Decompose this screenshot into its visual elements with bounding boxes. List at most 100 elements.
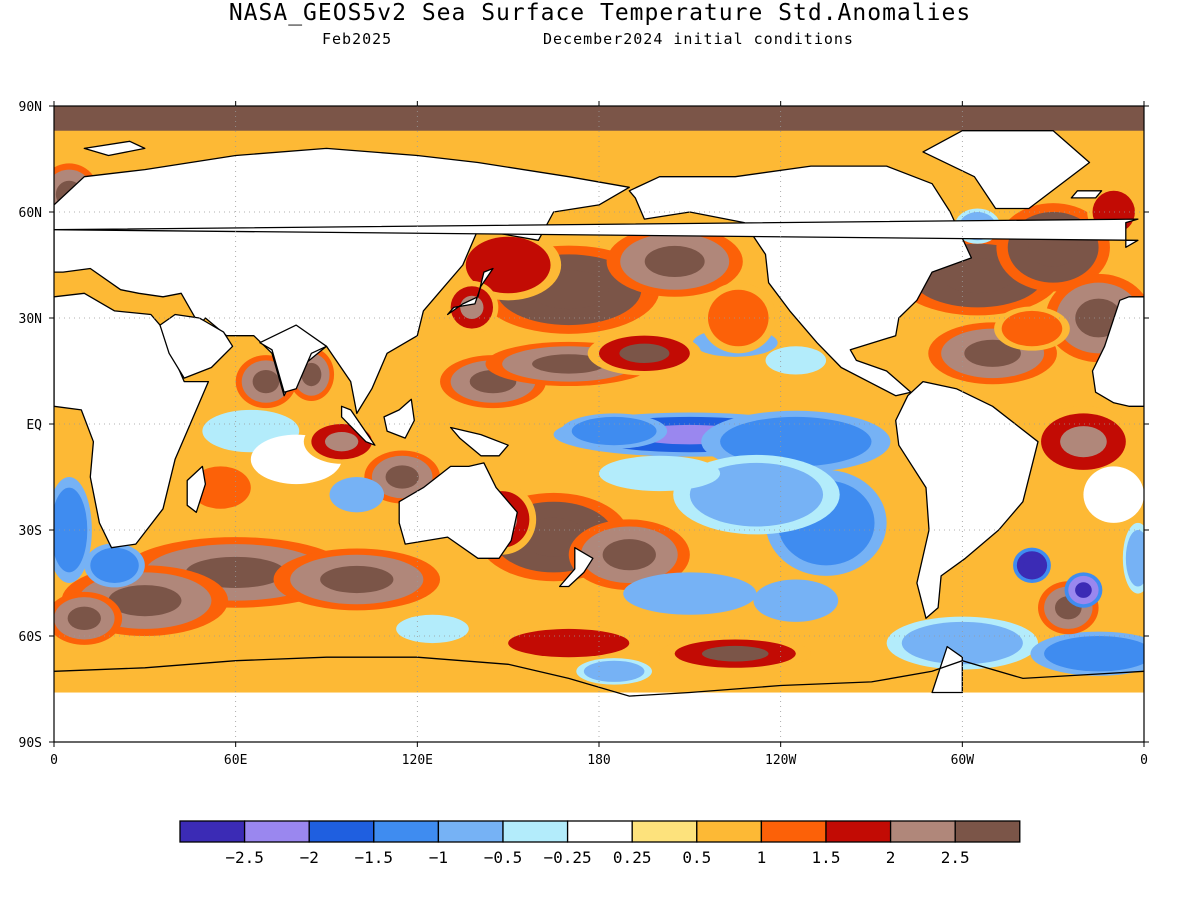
legend-color-box <box>179 820 246 843</box>
landmass-africa-west <box>1091 296 1144 407</box>
anomaly-contour <box>54 487 88 573</box>
landmass-arabia <box>159 313 234 379</box>
legend-label: −0.25 <box>544 848 592 867</box>
anomaly-contour <box>1060 426 1107 458</box>
legend-color-box <box>825 820 892 843</box>
legend-label: −2.5 <box>225 848 264 867</box>
anomaly-contour <box>720 416 872 467</box>
antarctica <box>54 692 1144 742</box>
longitude-label: 120W <box>765 753 796 768</box>
latitude-labels: 90N 60N 30N EQ 30S 60S 90S <box>19 100 43 751</box>
anomaly-contour <box>765 346 827 375</box>
landmass-japan <box>446 267 494 316</box>
anomaly-contour <box>602 539 656 571</box>
legend-label: 0.25 <box>613 848 652 867</box>
landmass-uk <box>54 218 1139 248</box>
anomaly-contour <box>460 295 484 320</box>
legend-labels: −2.5 −2 −1.5 −1 −0.5 −0.25 0.25 0.5 1 1.5 2 2.5 <box>225 848 969 867</box>
map-ticks <box>49 101 1149 747</box>
latitude-label: 30N <box>19 312 42 327</box>
legend-label: −1 <box>429 848 448 867</box>
landmass-svalbard-area <box>83 140 146 157</box>
anomaly-contour <box>1044 636 1144 672</box>
landmass-india <box>259 324 328 393</box>
legend-color-box <box>889 820 956 843</box>
anomaly-contour <box>571 416 657 446</box>
legend-color-box <box>437 820 504 843</box>
legend-label: −0.5 <box>484 848 523 867</box>
legend-color-box <box>566 820 633 843</box>
anomaly-contour <box>108 585 182 617</box>
anomaly-contour <box>940 258 1015 294</box>
legend-color-box <box>954 820 1021 843</box>
longitude-label: 0 <box>50 753 58 768</box>
anomaly-contour <box>1125 530 1144 587</box>
landmass-eurasia <box>54 147 630 415</box>
landmass-madagascar <box>186 465 207 513</box>
anomaly-contour <box>324 431 359 452</box>
latitude-label: 30S <box>19 524 42 539</box>
anomaly-contour <box>689 462 824 527</box>
anomaly-contour <box>708 289 769 347</box>
anomaly-contour <box>619 343 670 364</box>
anomaly-contour <box>329 477 385 513</box>
legend-color-box <box>502 820 569 843</box>
longitude-label: 120E <box>402 753 433 768</box>
anomaly-contour <box>701 645 769 662</box>
anomaly-contour <box>520 517 587 557</box>
legend-color-box <box>308 820 375 843</box>
legend-label: 1.5 <box>812 848 841 867</box>
legend-label: −2 <box>300 848 319 867</box>
latitude-label: 90S <box>19 736 42 751</box>
legend-color-box <box>696 820 763 843</box>
init-conditions-label: December2024 initial conditions <box>543 30 854 48</box>
antarctic-coastline <box>54 656 1144 697</box>
landmass-indonesia-borneo <box>383 398 415 439</box>
longitude-label: 180 <box>587 753 610 768</box>
anomaly-contour <box>964 339 1021 367</box>
legend-label: 1 <box>757 848 767 867</box>
anomaly-contour <box>385 465 419 489</box>
legend-color-box <box>760 820 827 843</box>
anomaly-contour <box>67 606 101 630</box>
legend-label: −1.5 <box>355 848 394 867</box>
anomaly-contour <box>1023 557 1041 574</box>
anomaly-contour <box>190 466 251 509</box>
anomaly-contour <box>320 565 394 594</box>
landmass-iceland <box>1070 190 1103 199</box>
landmass-new-guinea <box>449 426 509 457</box>
legend-color-box <box>373 820 440 843</box>
valid-month-label: Feb2025 <box>322 30 393 48</box>
anomaly-contour <box>1001 310 1063 347</box>
anomaly-contour <box>90 547 139 583</box>
legend-label: 0.5 <box>682 848 711 867</box>
anomaly-contour <box>599 455 721 492</box>
anomaly-contour <box>901 621 1023 665</box>
landmass-australia <box>398 462 518 559</box>
legend-color-box <box>243 820 310 843</box>
anomaly-contour <box>1083 466 1144 523</box>
chart-title: NASA_GEOS5v2 Sea Surface Temperature Std… <box>228 0 972 26</box>
latitude-label: 90N <box>19 100 42 115</box>
longitude-label: 60W <box>951 753 975 768</box>
longitude-labels: 0 60E 120E 180 120W 60W 0 <box>50 753 1148 768</box>
anomaly-contour <box>532 354 606 374</box>
landmass-antarctica-peninsula <box>931 645 963 694</box>
legend-color-box <box>631 820 698 843</box>
latitude-label: 60S <box>19 630 42 645</box>
landmass-greenland <box>922 130 1091 210</box>
latitude-label: 60N <box>19 206 42 221</box>
map-gridlines <box>54 106 1144 742</box>
legend-color-boxes <box>179 820 1021 843</box>
landmass-africa <box>54 292 210 549</box>
anomaly-contour <box>644 245 705 278</box>
anomaly-contour <box>1075 582 1092 598</box>
latitude-label: EQ <box>26 418 42 433</box>
landmass-south-america <box>895 380 1039 619</box>
anomaly-contour <box>753 579 839 622</box>
longitude-label: 0 <box>1140 753 1148 768</box>
legend-label: 2 <box>886 848 896 867</box>
landmass-sumatra <box>340 405 376 446</box>
